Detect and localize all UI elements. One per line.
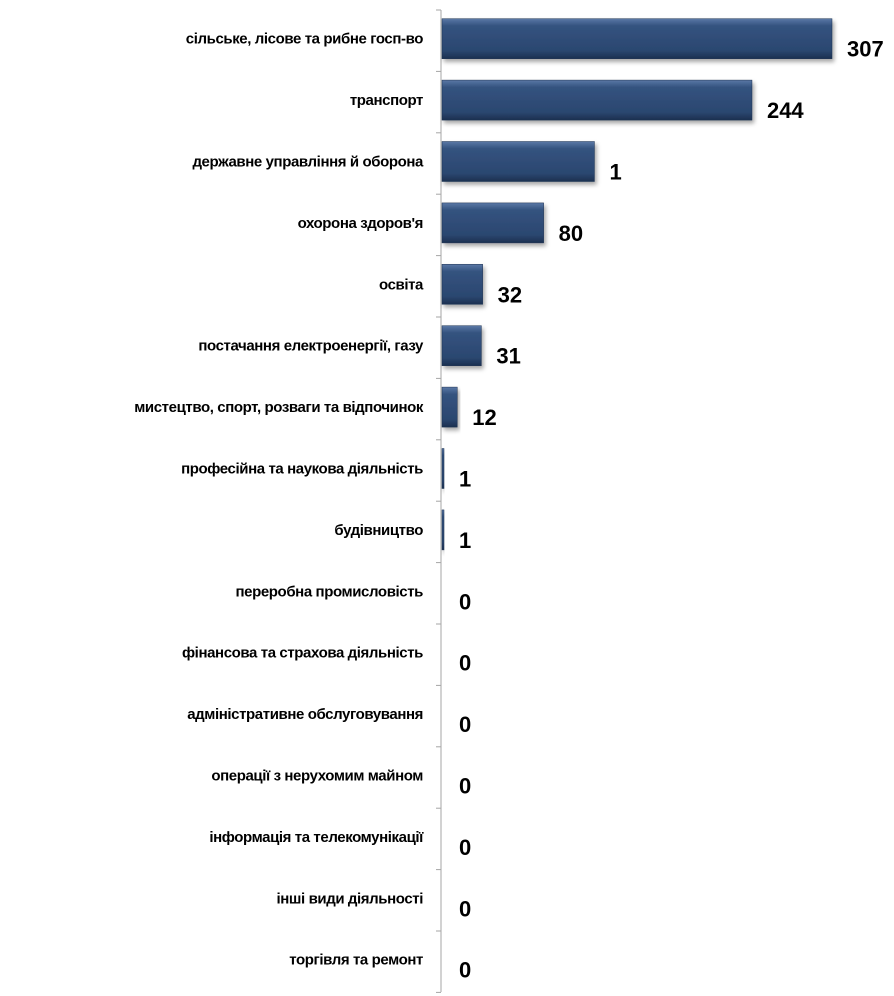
category-label: мистецтво, спорт, розваги та відпочинок xyxy=(134,399,424,416)
data-label: 0 xyxy=(459,712,471,737)
data-label: 1 xyxy=(459,467,471,492)
data-label: 0 xyxy=(459,651,471,676)
data-labels: 307 244 1 80 32 31 12 1 1 0 0 0 0 0 0 0 xyxy=(459,37,884,983)
bar xyxy=(441,448,445,489)
data-label: 31 xyxy=(496,344,520,369)
data-label: 244 xyxy=(767,98,804,123)
category-label: державне управління й оборона xyxy=(192,154,424,171)
category-label: охорона здоров'я xyxy=(298,215,423,232)
bar xyxy=(441,79,753,121)
bar xyxy=(441,325,482,366)
data-label: 0 xyxy=(459,958,471,983)
data-label: 0 xyxy=(459,774,471,799)
bars xyxy=(441,18,833,551)
category-label: інформація та телекомунікації xyxy=(209,829,424,846)
data-label: 32 xyxy=(498,282,522,307)
data-label: 1 xyxy=(459,528,471,553)
bar xyxy=(441,509,445,551)
category-label: постачання електроенергії, газу xyxy=(198,338,424,355)
category-label: торгівля та ремонт xyxy=(289,952,423,969)
bar xyxy=(441,18,833,59)
category-label: транспорт xyxy=(350,92,423,109)
bar xyxy=(441,141,595,182)
bar xyxy=(441,202,544,244)
data-label: 307 xyxy=(847,37,884,62)
data-label: 0 xyxy=(459,589,471,614)
category-axis-ticks xyxy=(436,9,441,993)
category-label: інші види діяльності xyxy=(277,890,424,907)
category-label: освіта xyxy=(379,276,424,293)
category-label: професійна та наукова діяльність xyxy=(181,461,423,478)
bar xyxy=(441,386,458,428)
category-label: переробна промисловість xyxy=(235,583,423,600)
category-labels: сільське, лісове та рибне госп-во транспо… xyxy=(134,31,424,969)
data-label: 0 xyxy=(459,896,471,921)
data-label: 0 xyxy=(459,835,471,860)
category-label: фінансова та страхова діяльність xyxy=(182,645,423,662)
bar xyxy=(441,264,483,305)
category-label: адміністративне обслуговування xyxy=(187,706,423,723)
data-label: 12 xyxy=(472,405,496,430)
data-label: 1 xyxy=(609,160,621,185)
data-label: 80 xyxy=(559,221,583,246)
category-label: будівництво xyxy=(334,522,423,539)
category-label: сільське, лісове та рибне госп-во xyxy=(186,31,423,48)
category-label: операції з нерухомим майном xyxy=(211,768,423,785)
